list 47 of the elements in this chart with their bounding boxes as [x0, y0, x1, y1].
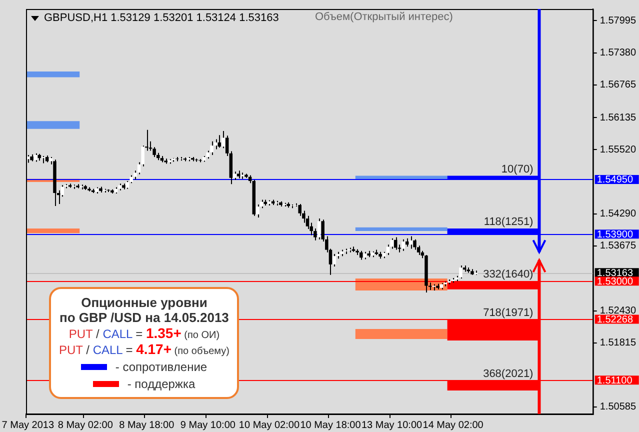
x-tick-label: 8 May 18:00 — [119, 420, 175, 431]
y-tick-label: 1.56765 — [600, 80, 636, 91]
band-label: 118(1251) — [484, 216, 534, 228]
chart-subtitle: Объем(Открытый интерес) — [315, 11, 453, 23]
annotation: PUT / CALL = 4.17+ (по объему) — [59, 341, 230, 357]
candlestick — [317, 218, 321, 240]
y-tick-label: 1.54290 — [600, 208, 636, 220]
y-tick-label: 1.57380 — [600, 48, 636, 59]
band-label: 10(70) — [501, 163, 534, 176]
ref-line-label: 1.53163 — [596, 268, 634, 279]
y-tick-label: 1.55520 — [600, 144, 636, 156]
candlestick — [145, 129, 148, 152]
y-tick-label: 1.56135 — [600, 112, 636, 124]
y-tick-label: 1.51815 — [600, 338, 636, 349]
y-tick-label: 1.52430 — [600, 306, 636, 317]
band-label: 332(1640) — [483, 268, 534, 281]
candlestick — [332, 253, 336, 267]
chart-title: GBPUSD,H1 1.53129 1.53201 1.53124 1.53163 — [44, 12, 279, 24]
annotation: - поддержка — [127, 377, 196, 391]
ref-line-label: 1.54950 — [596, 174, 634, 186]
band-label: 368(2021) — [483, 368, 534, 380]
candlestick — [42, 155, 45, 164]
x-tick-label: 10 May 18:00 — [300, 420, 362, 431]
candlestick — [459, 264, 462, 279]
ref-line-label: 1.52268 — [596, 314, 634, 326]
ref-line-label: 1.53900 — [596, 229, 634, 240]
ref-line-label: 1.51100 — [596, 375, 633, 386]
y-tick-label: 1.53675 — [600, 240, 636, 252]
annotation: по GBP /USD на 14.05.2013 — [59, 310, 230, 325]
x-tick-label: 10 May 02:00 — [238, 420, 300, 431]
candlestick — [298, 203, 302, 216]
x-tick-label: 9 May 10:00 — [180, 420, 236, 431]
annotation: - сопротивление — [115, 360, 208, 374]
x-tick-label: 13 May 10:00 — [361, 420, 423, 431]
ref-line-label: 1.53000 — [596, 276, 634, 288]
x-tick-label: 14 May 02:00 — [422, 420, 484, 431]
annotation: PUT / CALL = 1.35+ (по ОИ) — [68, 325, 220, 341]
candlestick — [386, 244, 390, 256]
annotation: Опционные уровни — [80, 295, 208, 310]
candlestick — [413, 238, 416, 250]
candlestick — [402, 238, 405, 252]
candlestick — [210, 140, 214, 156]
y-tick-label: 1.50585 — [600, 402, 636, 413]
x-tick-label: 7 May 2013 — [2, 420, 54, 431]
band-label: 718(1971) — [483, 306, 534, 319]
x-tick-label: 8 May 02:00 — [58, 420, 114, 431]
y-tick-label: 1.57995 — [600, 15, 636, 26]
